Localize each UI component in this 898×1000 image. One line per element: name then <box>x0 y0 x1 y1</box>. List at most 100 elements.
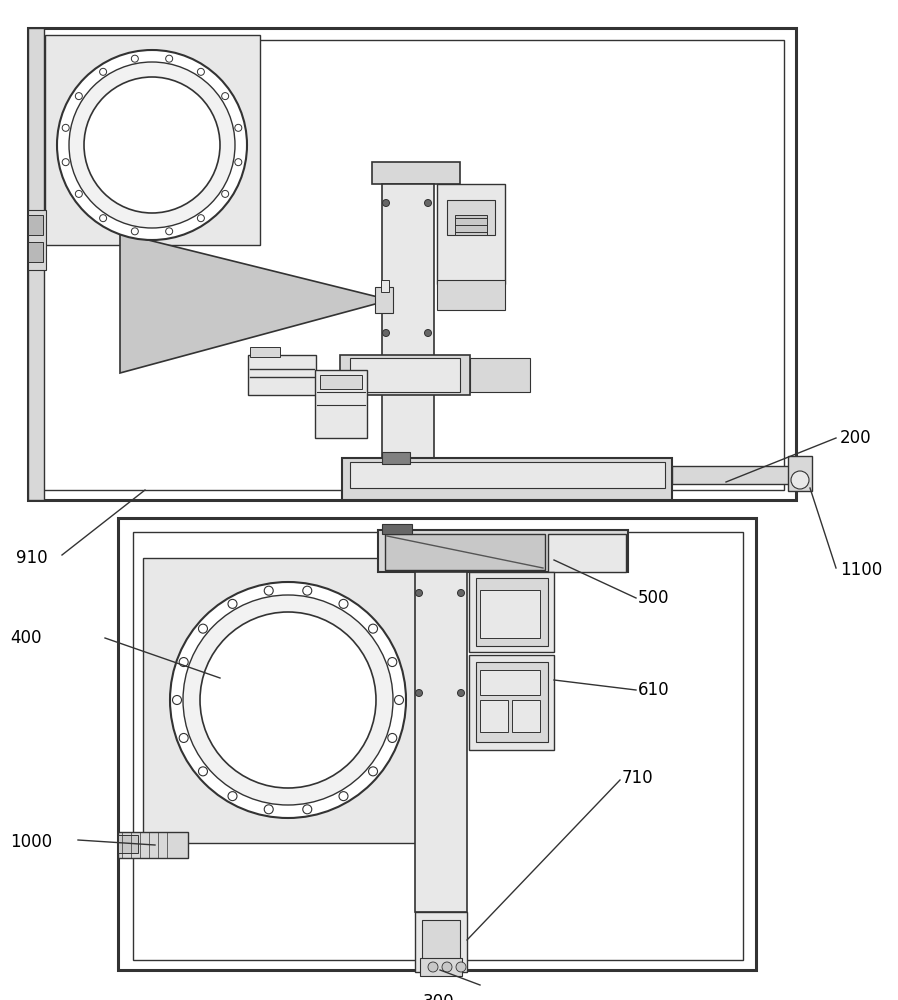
Bar <box>469 572 554 652</box>
Bar <box>672 466 792 484</box>
Circle shape <box>228 599 237 608</box>
Circle shape <box>303 586 312 595</box>
Bar <box>28 28 44 500</box>
Circle shape <box>165 228 172 235</box>
Text: 1100: 1100 <box>840 561 882 579</box>
Circle shape <box>180 733 189 742</box>
Text: 300: 300 <box>422 993 453 1000</box>
Circle shape <box>457 589 464 596</box>
Circle shape <box>131 55 138 62</box>
Circle shape <box>57 50 247 240</box>
Bar <box>382 184 434 494</box>
Circle shape <box>383 330 390 336</box>
Circle shape <box>457 690 464 696</box>
Text: 200: 200 <box>840 429 872 447</box>
Circle shape <box>100 68 107 75</box>
Circle shape <box>339 792 348 801</box>
Bar <box>320 375 362 389</box>
Bar <box>480 590 540 638</box>
Bar <box>118 835 138 853</box>
Circle shape <box>198 215 205 222</box>
Text: 910: 910 <box>16 549 48 567</box>
Circle shape <box>222 93 229 100</box>
Bar <box>476 578 548 646</box>
Circle shape <box>791 471 809 489</box>
Circle shape <box>75 93 83 100</box>
Bar <box>437 280 505 310</box>
Bar <box>476 662 548 742</box>
Bar <box>28 242 43 262</box>
Circle shape <box>234 159 242 166</box>
Text: 610: 610 <box>638 681 670 699</box>
Bar <box>250 347 280 357</box>
Bar <box>143 558 433 843</box>
Circle shape <box>303 805 312 814</box>
Polygon shape <box>120 233 390 373</box>
Bar <box>447 200 495 235</box>
Bar <box>342 458 672 500</box>
Circle shape <box>368 624 377 633</box>
Bar <box>248 355 316 395</box>
Circle shape <box>62 159 69 166</box>
Bar <box>381 280 389 292</box>
Bar <box>315 370 367 438</box>
Bar <box>470 358 530 392</box>
Bar <box>118 832 188 858</box>
Circle shape <box>100 215 107 222</box>
Text: 1000: 1000 <box>10 833 52 851</box>
Circle shape <box>442 962 452 972</box>
Bar <box>469 655 554 750</box>
Circle shape <box>456 962 466 972</box>
Circle shape <box>75 190 83 197</box>
Bar <box>340 355 470 395</box>
Circle shape <box>394 696 403 704</box>
Bar <box>788 456 812 491</box>
Circle shape <box>339 599 348 608</box>
Circle shape <box>222 190 229 197</box>
Circle shape <box>198 68 205 75</box>
Circle shape <box>172 696 181 704</box>
Circle shape <box>170 582 406 818</box>
Bar <box>133 532 743 960</box>
Bar <box>437 184 505 284</box>
Bar <box>415 912 467 972</box>
Circle shape <box>131 228 138 235</box>
Circle shape <box>368 767 377 776</box>
Bar <box>480 670 540 695</box>
Circle shape <box>425 330 432 336</box>
Circle shape <box>234 124 242 131</box>
Bar <box>385 534 545 570</box>
Circle shape <box>198 624 207 633</box>
Bar <box>790 469 804 481</box>
Bar <box>28 28 796 500</box>
Bar <box>382 524 412 534</box>
Circle shape <box>416 589 422 596</box>
Bar <box>420 958 462 976</box>
Text: 400: 400 <box>10 629 41 647</box>
Bar <box>422 920 460 964</box>
Circle shape <box>425 200 432 207</box>
Circle shape <box>264 805 273 814</box>
Bar <box>548 534 626 572</box>
Bar <box>118 518 756 970</box>
Bar <box>372 162 460 184</box>
Bar <box>45 35 260 245</box>
Circle shape <box>200 612 376 788</box>
Bar <box>350 358 460 392</box>
Circle shape <box>416 690 422 696</box>
Circle shape <box>264 586 273 595</box>
Bar <box>350 462 665 488</box>
Circle shape <box>228 792 237 801</box>
Circle shape <box>62 124 69 131</box>
Circle shape <box>165 55 172 62</box>
Bar <box>415 572 467 912</box>
Bar <box>375 287 393 313</box>
Circle shape <box>198 767 207 776</box>
Bar <box>28 215 43 235</box>
Circle shape <box>180 658 189 667</box>
Bar <box>382 452 410 464</box>
Circle shape <box>388 733 397 742</box>
Circle shape <box>84 77 220 213</box>
Circle shape <box>183 595 393 805</box>
Bar <box>28 210 46 270</box>
